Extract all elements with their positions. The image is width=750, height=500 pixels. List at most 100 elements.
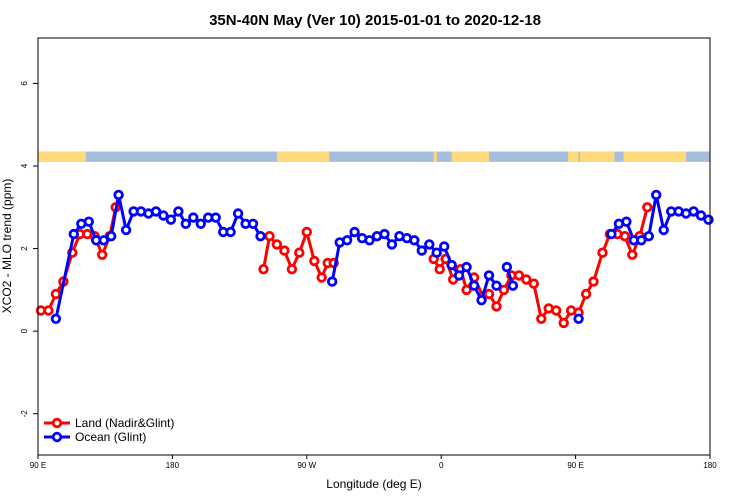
series-ocean bbox=[50, 189, 714, 324]
data-point bbox=[491, 301, 502, 312]
data-point bbox=[165, 214, 177, 225]
data-point bbox=[68, 228, 79, 240]
data-point bbox=[309, 255, 320, 267]
land-segment bbox=[623, 151, 687, 162]
data-point bbox=[195, 218, 206, 229]
data-point bbox=[536, 313, 547, 324]
legend: Land (Nadir&Glint)Ocean (Glint) bbox=[44, 416, 174, 444]
data-point bbox=[120, 224, 132, 236]
data-point bbox=[636, 235, 647, 246]
data-point bbox=[341, 235, 353, 246]
data-point bbox=[255, 230, 266, 242]
data-point bbox=[416, 245, 427, 256]
legend-entry: Ocean (Glint) bbox=[44, 430, 146, 444]
data-point bbox=[349, 226, 360, 238]
data-point bbox=[643, 230, 654, 242]
data-point bbox=[476, 295, 487, 306]
y-tick-label: 4 bbox=[20, 163, 29, 168]
legend-label: Ocean (Glint) bbox=[75, 430, 146, 444]
legend-marker bbox=[51, 417, 63, 429]
data-point bbox=[695, 210, 707, 221]
data-point bbox=[491, 280, 502, 291]
data-point bbox=[483, 270, 495, 281]
data-point bbox=[188, 212, 199, 223]
data-point bbox=[551, 305, 562, 316]
data-point bbox=[180, 218, 191, 229]
y-tick-label: -2 bbox=[20, 410, 29, 418]
data-point bbox=[580, 288, 592, 300]
data-point bbox=[294, 247, 305, 258]
legend-entry: Land (Nadir&Glint) bbox=[44, 416, 174, 430]
data-point bbox=[96, 249, 108, 260]
data-point bbox=[431, 247, 442, 258]
data-point bbox=[483, 288, 495, 300]
x-tick-label: 180 bbox=[703, 461, 717, 470]
y-axis: -2 0 2 4 6 bbox=[20, 81, 38, 418]
data-point bbox=[446, 259, 457, 271]
data-point bbox=[658, 224, 669, 236]
data-point bbox=[379, 228, 390, 240]
data-point bbox=[688, 206, 699, 217]
land-segment bbox=[433, 151, 437, 162]
data-point bbox=[521, 274, 532, 285]
data-point bbox=[468, 280, 480, 291]
data-point bbox=[232, 208, 244, 219]
data-point bbox=[264, 230, 275, 242]
data-point bbox=[606, 228, 617, 240]
data-point bbox=[279, 245, 290, 256]
x-axis: 90 E 180 90 W 0 90 E 180 bbox=[30, 455, 717, 470]
data-point bbox=[498, 284, 510, 296]
land-segment bbox=[568, 151, 579, 162]
data-point bbox=[558, 317, 569, 329]
data-point bbox=[258, 264, 269, 275]
plot-frame bbox=[37, 37, 711, 456]
data-point bbox=[50, 288, 62, 300]
land-segment bbox=[276, 151, 330, 162]
data-point bbox=[327, 276, 338, 287]
data-point bbox=[225, 226, 236, 238]
data-point bbox=[619, 230, 631, 242]
series-layer bbox=[35, 189, 714, 329]
data-point bbox=[150, 206, 162, 217]
data-point bbox=[173, 206, 184, 217]
data-point bbox=[50, 313, 62, 324]
data-point bbox=[461, 284, 472, 296]
x-tick-label: 180 bbox=[166, 461, 180, 470]
data-point bbox=[271, 239, 283, 250]
data-point bbox=[98, 235, 109, 246]
y-tick-label: 2 bbox=[20, 246, 29, 251]
x-tick-label: 90 E bbox=[567, 461, 583, 470]
legend-label: Land (Nadir&Glint) bbox=[75, 416, 174, 430]
land-segment bbox=[580, 151, 615, 162]
data-point bbox=[210, 212, 221, 223]
x-tick-label: 90 W bbox=[297, 461, 316, 470]
x-tick-label: 0 bbox=[439, 461, 444, 470]
data-point bbox=[386, 239, 398, 250]
data-point bbox=[316, 272, 327, 283]
data-point bbox=[43, 305, 54, 316]
data-point bbox=[364, 235, 375, 246]
data-point bbox=[301, 226, 312, 238]
data-point bbox=[513, 270, 525, 281]
data-point bbox=[105, 230, 117, 242]
x-axis-label: Longitude (deg E) bbox=[326, 477, 421, 491]
data-point bbox=[286, 264, 298, 275]
y-tick-label: 0 bbox=[20, 328, 29, 333]
data-point bbox=[83, 216, 94, 227]
chart-title: 35N-40N May (Ver 10) 2015-01-01 to 2020-… bbox=[209, 12, 541, 29]
data-point bbox=[573, 313, 584, 324]
data-point bbox=[439, 241, 450, 252]
data-point bbox=[424, 239, 435, 250]
data-point bbox=[588, 276, 599, 287]
y-axis-label: XCO2 - MLO trend (ppm) bbox=[0, 179, 14, 314]
data-point bbox=[642, 202, 653, 213]
land-segment bbox=[451, 151, 489, 162]
ocean-band bbox=[38, 151, 710, 162]
data-point bbox=[461, 261, 472, 273]
y-tick-label: 6 bbox=[20, 81, 29, 86]
data-point bbox=[113, 189, 124, 201]
legend-marker bbox=[51, 431, 63, 443]
data-point bbox=[528, 278, 539, 289]
land-ocean-strip bbox=[38, 151, 710, 162]
